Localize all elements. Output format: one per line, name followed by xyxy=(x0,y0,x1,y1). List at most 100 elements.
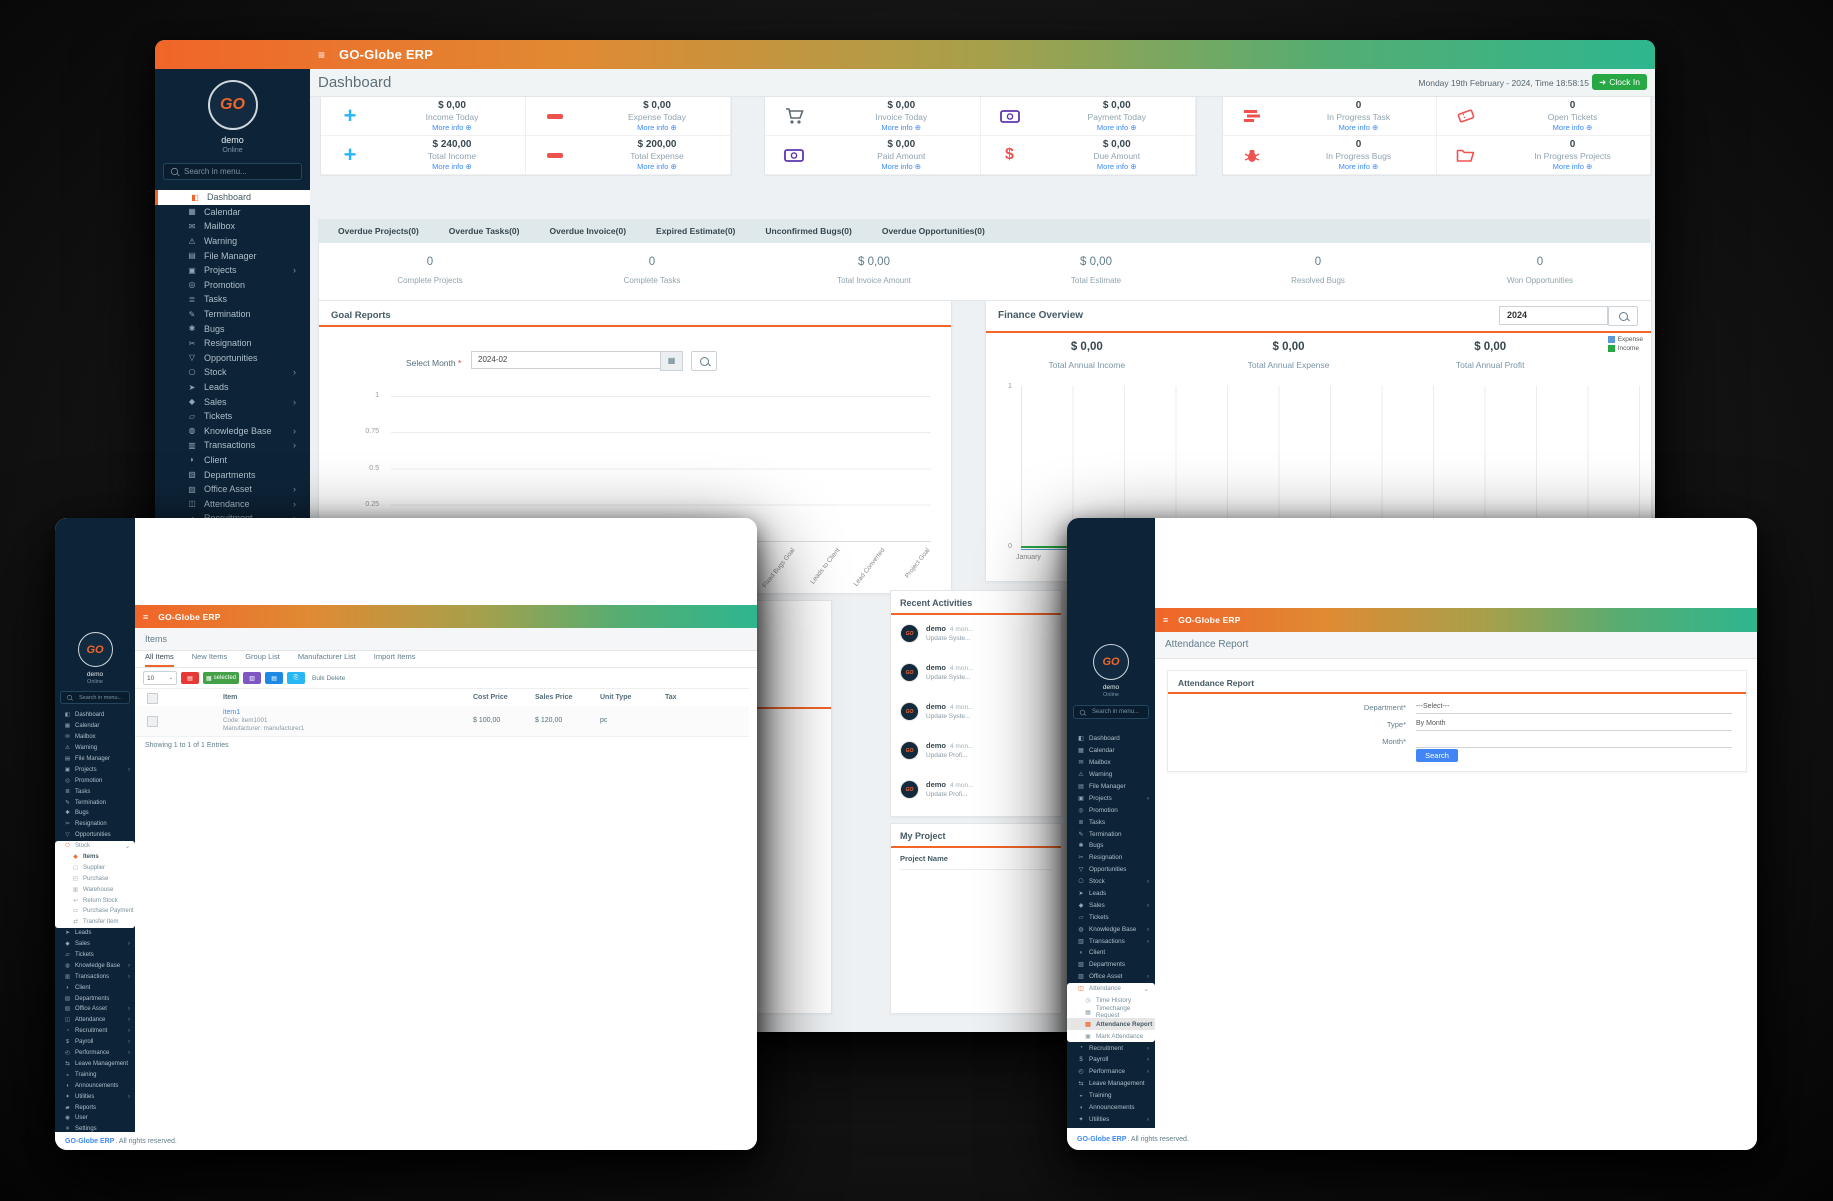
export-button[interactable]: ▥ xyxy=(243,672,262,684)
sidebar-item-purchase[interactable]: ◰ Purchase xyxy=(72,875,109,882)
clock-in-button[interactable]: ➜ Clock In xyxy=(1592,74,1647,90)
print-button[interactable]: ▤ xyxy=(265,672,284,684)
sidebar-item-leave-management[interactable]: ⇆ Leave Management xyxy=(1067,1078,1155,1090)
tab-new-items[interactable]: New Items xyxy=(191,652,228,661)
sidebar-item-warehouse[interactable]: ▥ Warehouse xyxy=(72,886,114,893)
sidebar-item-tasks[interactable]: ≣ Tasks xyxy=(155,292,310,307)
sidebar-item-tasks[interactable]: ≣ Tasks xyxy=(1067,816,1155,828)
more-info-link[interactable]: More info ⊕ xyxy=(1096,122,1137,132)
sidebar-item-termination[interactable]: ✎ Termination xyxy=(55,797,135,808)
tab-import-items[interactable]: Import Items xyxy=(373,652,416,661)
month-input[interactable] xyxy=(1416,735,1732,748)
sidebar-item-opportunities[interactable]: ▽ Opportunities xyxy=(55,830,135,841)
sidebar-item-tasks[interactable]: ≣ Tasks xyxy=(55,786,135,797)
sidebar-item-leads[interactable]: ➤ Leads xyxy=(155,380,310,395)
sidebar-item-file-manager[interactable]: ▤ File Manager xyxy=(64,756,111,762)
sidebar-item-performance[interactable]: ◴ Performance › xyxy=(55,1048,135,1059)
sidebar-item-utilities[interactable]: ✦ Utilities › xyxy=(1067,1114,1155,1126)
sidebar-item-stock[interactable]: ⎔ Stock › xyxy=(1067,876,1155,888)
finance-search-button[interactable] xyxy=(1608,306,1638,326)
more-info-link[interactable]: More info ⊕ xyxy=(1338,122,1379,132)
sidebar-item-stock[interactable]: ⎔ Stock ⌄ xyxy=(55,841,135,852)
sidebar-item-performance[interactable]: ◴ Performance › xyxy=(1067,1066,1155,1078)
more-info-link[interactable]: More info ⊕ xyxy=(637,161,677,171)
sidebar-item-calendar[interactable]: ▦ Calendar xyxy=(155,205,310,220)
tab-group-list[interactable]: Group List xyxy=(245,652,280,661)
sidebar-item-attendance[interactable]: ◫ Attendance › xyxy=(64,1017,130,1024)
sidebar-item-bugs[interactable]: ✱ Bugs xyxy=(155,321,310,336)
sidebar-item-projects[interactable]: ▣ Projects › xyxy=(1067,792,1155,804)
sidebar-item-dashboard[interactable]: ◧ Dashboard xyxy=(1067,733,1155,745)
sidebar-item-warning[interactable]: ⚠ Warning xyxy=(55,743,135,754)
sidebar-item-termination[interactable]: ✎ Termination xyxy=(1067,828,1155,840)
sidebar-item-promotion[interactable]: ◎ Promotion xyxy=(1067,804,1155,816)
sidebar-item-opportunities[interactable]: ▽ Opportunities xyxy=(1067,864,1155,876)
tab-manufacturer-list[interactable]: Manufacturer List xyxy=(297,652,356,661)
sidebar-item-knowledge-base[interactable]: ◍ Knowledge Base › xyxy=(1067,923,1155,935)
sidebar-item-client[interactable]: ◗ Client xyxy=(155,453,310,468)
sidebar-item-reports[interactable]: ▰ Reports xyxy=(55,1102,135,1113)
activity-item[interactable]: GO demo 4 mon... Update Syste... xyxy=(900,661,1057,695)
sidebar-item-payroll[interactable]: $Payroll› xyxy=(55,1037,135,1048)
goal-search-button[interactable] xyxy=(691,351,717,371)
sidebar-item-mark-attendance[interactable]: ▣ Mark Attendance xyxy=(1067,1030,1155,1042)
overdue-tab-unconfirmed-bugs-0[interactable]: Unconfirmed Bugs(0) xyxy=(765,226,852,236)
sidebar-item-dashboard[interactable]: ◧ Dashboard xyxy=(64,712,105,719)
sidebar-item-file-manager[interactable]: ▤ File Manager xyxy=(155,248,310,263)
sidebar-item-timechange-request[interactable]: ▦ Timechange Request xyxy=(1067,1005,1155,1019)
sidebar-item-return-stock[interactable]: ↩ Return Stock xyxy=(55,895,135,906)
sidebar-item-office-asset[interactable]: ▨ Office Asset › xyxy=(64,1006,130,1013)
sidebar-item-payroll[interactable]: $Payroll› xyxy=(1067,1054,1155,1066)
sidebar-search-input[interactable]: Search in menu... xyxy=(60,691,130,704)
sidebar-item-knowledge-base[interactable]: ◍ Knowledge Base › xyxy=(55,960,135,971)
activity-item[interactable]: GO demo 4 mon... Update Profi... xyxy=(900,739,1057,773)
sidebar-item-office-asset[interactable]: ▨ Office Asset › xyxy=(155,482,310,497)
row-checkbox[interactable] xyxy=(147,716,158,727)
select-all-checkbox[interactable] xyxy=(147,693,158,704)
selected-button[interactable]: ▦ selected xyxy=(203,672,240,684)
tab-all-items[interactable]: All Items xyxy=(145,652,174,667)
sidebar-item-attendance[interactable]: ◫ Attendance ⌄ xyxy=(1067,983,1155,995)
sidebar-item-tickets[interactable]: ▱ Tickets xyxy=(1067,911,1155,923)
sidebar-item-recruitment[interactable]: ◔Recruitment› xyxy=(1067,1042,1155,1054)
overdue-tab-overdue-opportunities-0[interactable]: Overdue Opportunities(0) xyxy=(881,226,985,236)
sidebar-item-sales[interactable]: ◆ Sales › xyxy=(55,939,135,950)
footer-brand[interactable]: GO-Globe ERP xyxy=(1077,1135,1127,1143)
sidebar-item-user[interactable]: ◉ User xyxy=(55,1113,135,1124)
sidebar-item-transactions[interactable]: ▥ Transactions › xyxy=(155,438,310,453)
copy-button[interactable]: ⎘ xyxy=(287,672,306,684)
sidebar-item-training[interactable]: ◒ Training xyxy=(55,1069,135,1080)
sidebar-item-transactions[interactable]: ▥ Transactions › xyxy=(64,973,130,980)
hamburger-menu-icon[interactable]: ≡ xyxy=(143,611,149,622)
sidebar-item-calendar[interactable]: ▦ Calendar xyxy=(64,723,100,730)
bulk-delete-button[interactable]: Bulk Delete xyxy=(312,674,346,682)
more-info-link[interactable]: More info ⊕ xyxy=(1096,161,1137,171)
more-info-link[interactable]: More info ⊕ xyxy=(1338,161,1379,171)
more-info-link[interactable]: More info ⊕ xyxy=(1552,122,1593,132)
sidebar-item-projects[interactable]: ▣ Projects › xyxy=(64,766,130,773)
sidebar-item-bugs[interactable]: ✱ Bugs xyxy=(55,808,135,819)
sidebar-item-promotion[interactable]: ◎ Promotion xyxy=(55,775,135,786)
sidebar-item-opportunities[interactable]: ▽ Opportunities xyxy=(155,351,310,366)
sidebar-item-knowledge-base[interactable]: ◍ Knowledge Base › xyxy=(155,424,310,439)
sidebar-item-departments[interactable]: ▧ Departments xyxy=(64,995,110,1002)
sidebar-item-attendance[interactable]: ◫ Attendance › xyxy=(155,496,310,511)
sidebar-item-warning[interactable]: ⚠ Warning xyxy=(1067,769,1155,781)
sidebar-item-tickets[interactable]: ▱ Tickets xyxy=(55,950,135,961)
sidebar-item-calendar[interactable]: ▦ Calendar xyxy=(1067,745,1155,757)
sidebar-item-tickets[interactable]: ▱ Tickets xyxy=(155,409,310,424)
sidebar-item-recruitment[interactable]: ◔Recruitment› xyxy=(55,1026,135,1037)
sidebar-item-transactions[interactable]: ▥ Transactions › xyxy=(1067,935,1155,947)
sidebar-item-file-manager[interactable]: ▤ File Manager xyxy=(1067,781,1155,793)
year-input[interactable]: 2024 xyxy=(1499,306,1608,325)
sidebar-item-departments[interactable]: ▧ Departments xyxy=(1067,959,1155,971)
sidebar-item-leave-management[interactable]: ⇆ Leave Management xyxy=(55,1059,135,1070)
sidebar-item-mailbox[interactable]: ✉ Mailbox xyxy=(155,219,310,234)
activity-item[interactable]: GO demo 4 mon... Update Syste... xyxy=(900,622,1057,656)
calendar-icon[interactable]: ▦ xyxy=(660,351,683,371)
more-info-link[interactable]: More info ⊕ xyxy=(881,161,922,171)
sidebar-item-dashboard[interactable]: ◧ Dashboard xyxy=(155,190,310,205)
sidebar-item-resignation[interactable]: ✂ Resignation xyxy=(155,336,310,351)
sidebar-item-office-asset[interactable]: ▨ Office Asset › xyxy=(1067,971,1155,983)
sidebar-item-attendance-report[interactable]: ▤ Attendance Report xyxy=(1067,1018,1155,1031)
